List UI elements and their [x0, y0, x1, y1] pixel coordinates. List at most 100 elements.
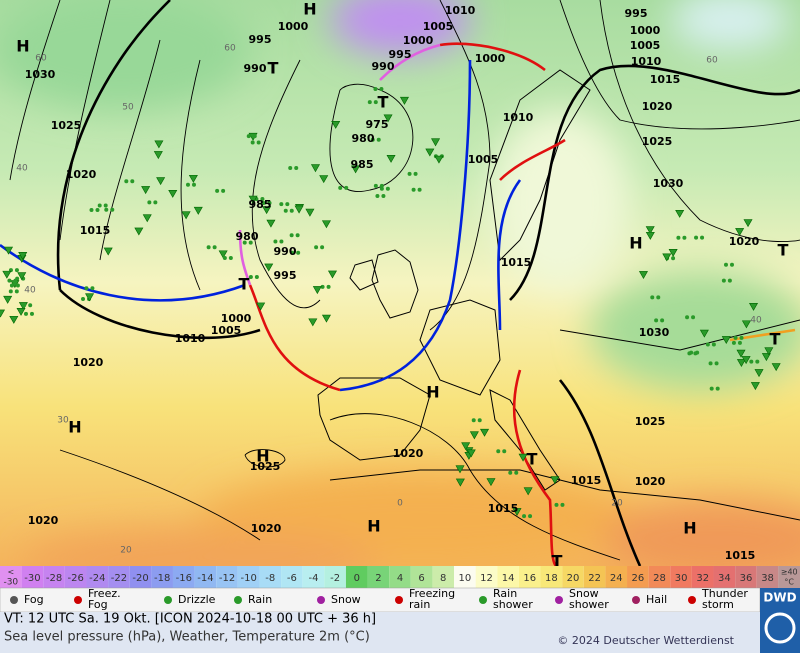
- shower-symbol: [645, 231, 655, 240]
- rain-dot: [130, 179, 135, 184]
- shower-symbol: [188, 174, 198, 183]
- rain-dot: [273, 239, 278, 244]
- shower-symbol: [749, 303, 759, 311]
- rain-dot: [417, 187, 422, 192]
- shower-symbol: [761, 353, 771, 362]
- pressure-centre: T: [239, 275, 250, 294]
- rain-dot: [560, 502, 565, 507]
- rain-dot: [338, 185, 343, 190]
- shower-symbol: [512, 508, 522, 516]
- legend-symbol: [10, 596, 18, 604]
- rain-dot: [379, 186, 384, 191]
- shower-symbol: [743, 219, 753, 228]
- rain-dot: [373, 87, 378, 92]
- shower-symbol: [469, 431, 479, 440]
- shower-symbol: [721, 336, 731, 344]
- logo-swirl: [764, 612, 796, 644]
- pressure-centre: T: [778, 241, 789, 260]
- rain-dot: [153, 200, 158, 205]
- isobar-label: 995: [249, 33, 272, 46]
- isobar-label: 1015: [80, 224, 111, 237]
- rain-dot: [285, 202, 290, 207]
- rain-dot: [248, 275, 253, 280]
- pressure-centre: H: [256, 447, 269, 466]
- shower-symbol: [662, 253, 672, 262]
- shower-symbol: [754, 369, 764, 378]
- isobar-label: 1015: [725, 549, 756, 562]
- scale-label: 4: [397, 573, 403, 584]
- rain-dot: [373, 100, 378, 105]
- pressure-centre: H: [68, 418, 81, 437]
- pressure-centre: T: [378, 93, 389, 112]
- rain-dot: [283, 208, 288, 213]
- scale-label: 24: [610, 573, 623, 584]
- scale-label: -20: [132, 573, 148, 584]
- shower-symbol: [308, 318, 318, 327]
- shower-symbol: [735, 228, 745, 237]
- shower-symbol: [181, 211, 191, 220]
- rain-dot: [650, 295, 655, 300]
- pressure-centre: H: [683, 519, 696, 538]
- rain-dot: [191, 182, 196, 187]
- rain-dot: [279, 239, 284, 244]
- rain-dot: [89, 207, 94, 212]
- rain-dot: [721, 278, 726, 283]
- rain-dot: [554, 502, 559, 507]
- shower-symbol: [141, 186, 151, 195]
- isobar-label: 1015: [571, 474, 602, 487]
- shower-symbol: [305, 208, 315, 217]
- scale-cell: [735, 566, 757, 588]
- shower-symbol: [312, 286, 322, 295]
- scale-cell: [540, 566, 563, 588]
- scale-cell: [648, 566, 671, 588]
- rain-dot: [15, 283, 20, 288]
- rain-dot: [261, 200, 266, 205]
- scale-cell: [64, 566, 87, 588]
- rain-dot: [289, 208, 294, 213]
- legend-label: Freezing rain: [409, 587, 455, 611]
- shower-symbol: [741, 356, 751, 365]
- scale-label: °C: [784, 578, 794, 587]
- rain-dot: [296, 250, 301, 255]
- rain-dot: [367, 100, 372, 105]
- rain-dot: [737, 340, 742, 345]
- scale-cell: [410, 566, 433, 588]
- rain-dot: [222, 255, 227, 260]
- graticule-label: 0: [397, 499, 403, 509]
- shower-symbol: [399, 96, 409, 105]
- ridge-isobars: [56, 0, 800, 566]
- scale-cell: [518, 566, 541, 588]
- scale-cell: [259, 566, 282, 588]
- isobar-label: 990: [372, 60, 395, 73]
- shower-symbol: [645, 226, 655, 235]
- rain-dot: [289, 233, 294, 238]
- scale-label: -16: [176, 573, 192, 584]
- isobar-label: 1025: [635, 415, 666, 428]
- shower-symbol: [741, 320, 751, 329]
- scale-label: 32: [696, 573, 709, 584]
- rain-dot: [314, 245, 319, 250]
- rain-dot: [682, 235, 687, 240]
- scale-cell: [713, 566, 736, 588]
- rain-dot: [413, 171, 418, 176]
- rain-dot: [84, 286, 89, 291]
- legend-symbol: [688, 596, 696, 604]
- scale-label: -2: [330, 573, 340, 584]
- rain-dot: [81, 297, 86, 302]
- shower-symbol: [466, 449, 476, 458]
- map-labels: 1000995990100510109951000990975980985100…: [16, 0, 789, 566]
- graticule-label: 20: [611, 499, 623, 509]
- rain-dot: [256, 140, 261, 145]
- scale-cell: [0, 566, 22, 588]
- scale-label: 34: [718, 573, 731, 584]
- rain-dot: [373, 183, 378, 188]
- isobar-label: 1010: [175, 332, 206, 345]
- rain-dot: [252, 134, 257, 139]
- scale-label: 0: [354, 573, 360, 584]
- legend-symbol: [164, 596, 172, 604]
- scale-label: 14: [502, 573, 515, 584]
- scale-label: 18: [545, 573, 558, 584]
- symbol-legend: Fog Freez. Fog Drizzle Rain Snow Freezing rain R…: [10, 587, 748, 611]
- scale-label: -24: [89, 573, 105, 584]
